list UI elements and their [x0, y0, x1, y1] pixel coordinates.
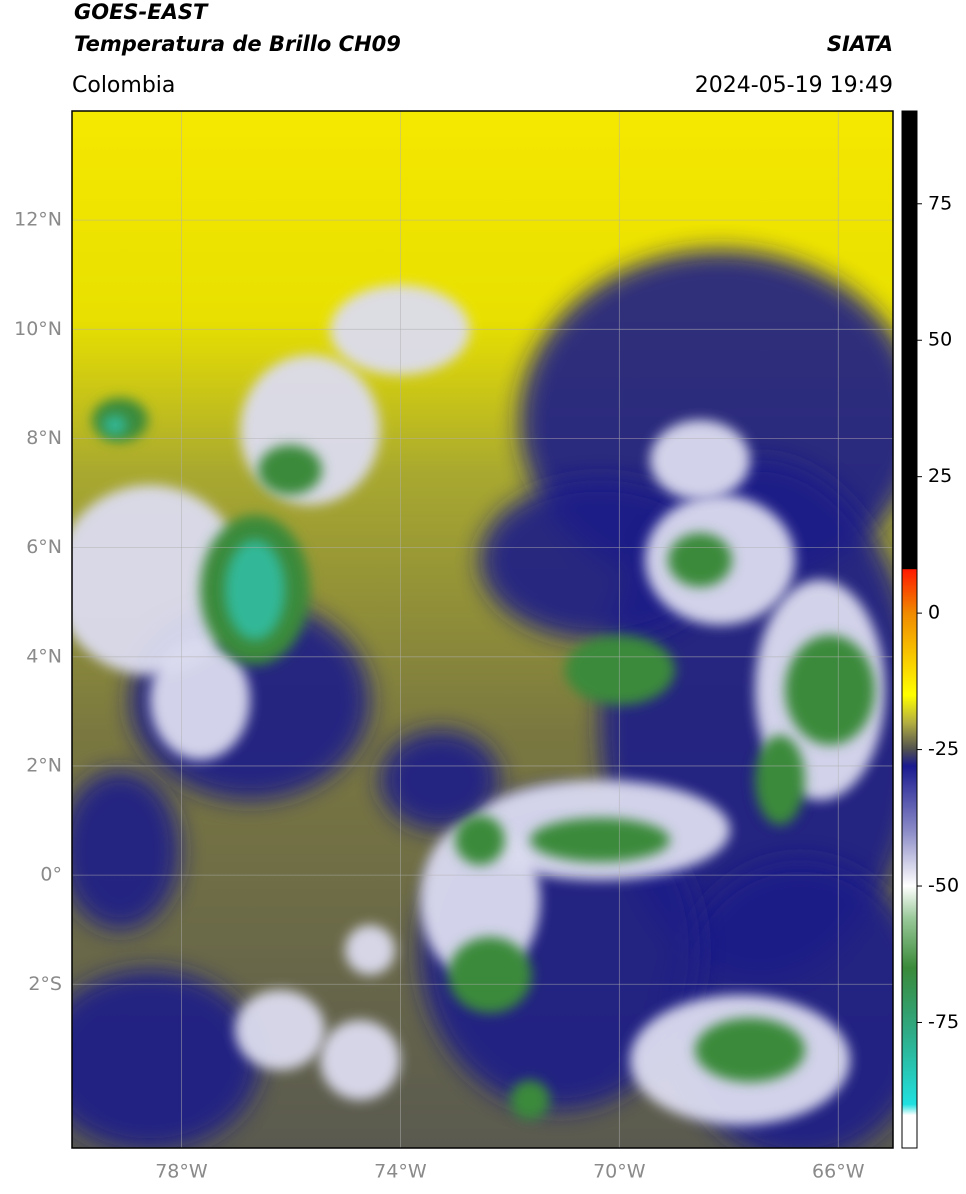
y-tick-label: 12°N	[14, 209, 62, 231]
datetime: 2024-05-19 19:49	[695, 73, 893, 98]
x-tick-label: 78°W	[155, 1161, 208, 1183]
cloud	[650, 420, 750, 500]
grid	[72, 111, 893, 1148]
cloud	[455, 815, 505, 865]
cloud	[510, 1080, 550, 1120]
y-tick-label: 6°N	[26, 536, 62, 558]
source: GOES-EAST	[74, 0, 209, 24]
cloud	[755, 735, 805, 825]
cloud	[420, 820, 540, 980]
cloud	[72, 485, 245, 675]
product: Temperatura de Brillo CH09	[74, 32, 401, 56]
x-tick-label: 70°W	[593, 1161, 646, 1183]
cloud	[380, 730, 500, 830]
cloud	[448, 937, 532, 1013]
x-tick-label: 66°W	[812, 1161, 865, 1183]
region: Colombia	[72, 73, 175, 98]
cloud	[235, 990, 325, 1070]
cloud	[345, 925, 395, 975]
cloud	[72, 970, 260, 1148]
colorbar-tick-label: 50	[928, 329, 952, 351]
cloud	[103, 415, 127, 435]
cloud	[480, 480, 720, 640]
y-tick-label: 2°N	[26, 754, 62, 776]
colorbar-tick-label: 25	[928, 465, 952, 487]
y-tick-label: 0°	[40, 864, 62, 886]
y-tick-label: 2°S	[28, 973, 62, 995]
cloud	[695, 1018, 805, 1082]
colorbar-tick-label: 0	[928, 602, 940, 624]
cloud	[72, 770, 180, 930]
colorbar-tick-label: -75	[928, 1011, 959, 1033]
colorbar-tick-label: 75	[928, 192, 952, 214]
map-frame	[71, 110, 894, 1149]
y-tick-label: 4°N	[26, 645, 62, 667]
x-tick-label: 74°W	[374, 1161, 427, 1183]
clouds	[72, 250, 893, 1148]
cloud	[785, 635, 875, 745]
cloud	[150, 640, 250, 760]
colorbar-tick-label: -25	[928, 738, 959, 760]
cloud	[320, 1020, 400, 1100]
cloud	[258, 445, 322, 495]
cloud	[565, 635, 675, 705]
y-tick-label: 8°N	[26, 427, 62, 449]
colorbar-tick-label: -50	[928, 875, 959, 897]
cloud	[225, 540, 285, 640]
imagery	[72, 111, 893, 1148]
colorbar	[901, 110, 918, 1149]
cloud	[530, 818, 670, 862]
y-tick-label: 10°N	[14, 318, 62, 340]
cloud	[668, 533, 732, 587]
agency: SIATA	[827, 32, 893, 56]
